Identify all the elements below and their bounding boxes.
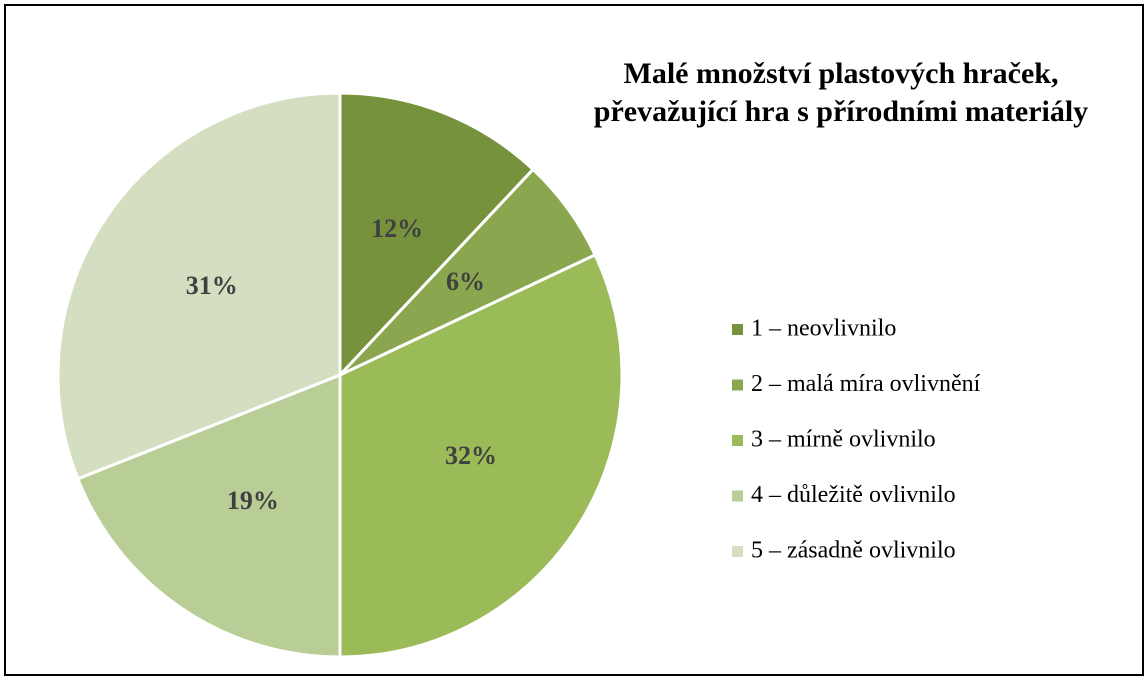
legend-swatch	[732, 379, 743, 391]
legend-swatch	[732, 324, 743, 335]
pie-slice	[56, 91, 342, 481]
legend-swatch	[732, 546, 743, 557]
pie-slice	[75, 372, 342, 659]
legend-label: 2 – malá míra ovlivnění	[751, 371, 981, 397]
chart-title: Malé množství plastových hraček,	[624, 57, 1059, 90]
legend-label: 1 – neovlivnilo	[751, 316, 896, 342]
legend-label: 5 – zásadně ovlivnilo	[751, 538, 956, 564]
pie-slice	[338, 252, 624, 659]
legend-label: 3 – mírně ovlivnilo	[751, 427, 936, 453]
value-label: 19%	[227, 486, 279, 515]
legend-swatch	[732, 490, 743, 502]
value-label: 32%	[445, 441, 497, 470]
value-label: 12%	[371, 214, 423, 243]
pie-slice	[338, 91, 536, 379]
value-label: 31%	[186, 271, 238, 300]
legend-swatch	[732, 435, 743, 446]
value-label: 6%	[446, 267, 485, 296]
chart-title: převažující hra s přírodními materiály	[594, 95, 1088, 128]
legend-label: 4 – důležitě ovlivnilo	[751, 482, 956, 508]
